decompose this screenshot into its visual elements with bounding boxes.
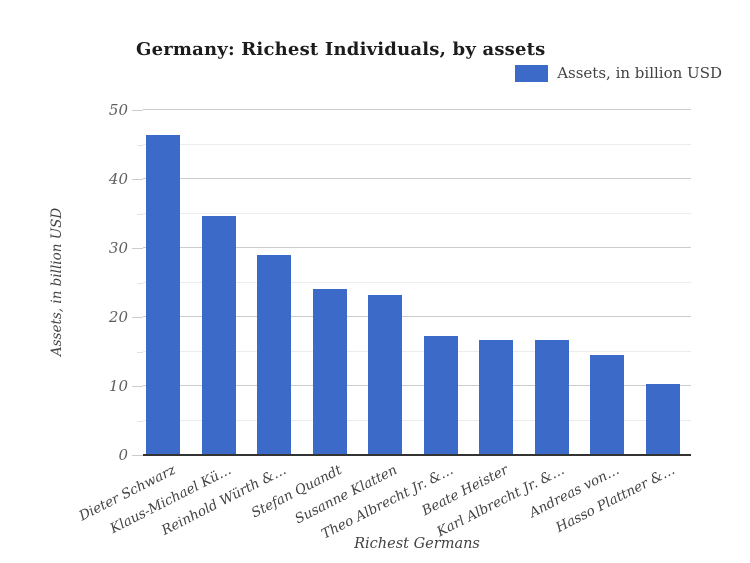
bar [146, 134, 180, 455]
y-major-tick [132, 317, 143, 318]
bar [423, 335, 458, 455]
bar [257, 254, 291, 455]
y-tick-label: 30 [108, 239, 128, 257]
bar [645, 383, 680, 455]
y-minor-tick [137, 282, 143, 284]
minor-gridline [143, 143, 691, 145]
major-gridline [143, 316, 691, 317]
y-tick-label: 50 [108, 101, 128, 119]
minor-gridline [143, 350, 691, 352]
x-axis-line [143, 454, 691, 456]
chart-title: Germany: Richest Individuals, by assets [136, 39, 546, 60]
y-major-tick [132, 248, 143, 249]
legend-label: Assets, in billion USD [557, 64, 722, 82]
y-minor-tick [137, 213, 143, 215]
minor-gridline [143, 212, 691, 214]
major-gridline [143, 385, 691, 386]
bar [201, 216, 236, 455]
y-major-tick [132, 110, 143, 111]
bar [312, 288, 347, 455]
y-major-tick [132, 455, 143, 456]
y-minor-tick [137, 144, 143, 146]
plot-area [143, 109, 691, 456]
y-tick-label: 10 [108, 377, 128, 395]
major-gridline [143, 247, 691, 248]
legend-swatch-icon [515, 64, 549, 82]
minor-gridline [143, 281, 691, 283]
y-axis-title: Assets, in billion USD [49, 207, 65, 357]
y-minor-tick [137, 420, 143, 422]
y-minor-tick [137, 351, 143, 353]
bar [479, 340, 513, 455]
y-major-tick [132, 179, 143, 180]
major-gridline [143, 178, 691, 179]
bar [368, 294, 402, 455]
bar [534, 340, 569, 455]
y-tick-label: 40 [108, 170, 128, 188]
major-gridline [143, 109, 691, 110]
y-major-tick [132, 386, 143, 387]
y-tick-label: 0 [118, 446, 128, 464]
x-axis-title: Richest Germans [354, 536, 480, 552]
minor-gridline [143, 419, 691, 421]
legend: Assets, in billion USD [515, 64, 722, 82]
y-tick-label: 20 [108, 308, 128, 326]
bar [590, 354, 624, 455]
